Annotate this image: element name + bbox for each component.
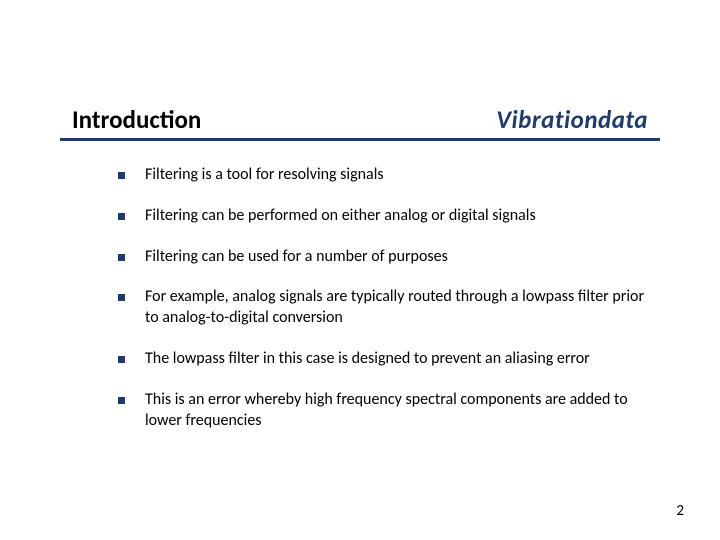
- square-bullet-icon: [118, 294, 125, 301]
- bullet-text: This is an error whereby high frequency …: [145, 390, 648, 432]
- bullet-list: Filtering is a tool for resolving signal…: [118, 165, 648, 451]
- page-number: 2: [676, 502, 684, 520]
- square-bullet-icon: [118, 397, 125, 404]
- square-bullet-icon: [118, 254, 125, 261]
- square-bullet-icon: [118, 213, 125, 220]
- square-bullet-icon: [118, 356, 125, 363]
- bullet-text: Filtering can be used for a number of pu…: [145, 247, 448, 268]
- list-item: Filtering can be performed on either ana…: [118, 206, 648, 227]
- list-item: Filtering can be used for a number of pu…: [118, 247, 648, 268]
- bullet-text: The lowpass filter in this case is desig…: [145, 349, 590, 370]
- brand-label: Vibrationdata: [496, 104, 648, 135]
- slide-title: Introduction: [72, 104, 201, 135]
- bullet-text: For example, analog signals are typicall…: [145, 287, 648, 329]
- header-rule: [60, 138, 660, 141]
- header-row: Introduction Vibrationdata: [72, 104, 648, 135]
- square-bullet-icon: [118, 172, 125, 179]
- slide-container: Introduction Vibrationdata Filtering is …: [0, 0, 720, 540]
- list-item: For example, analog signals are typicall…: [118, 287, 648, 329]
- bullet-text: Filtering is a tool for resolving signal…: [145, 165, 384, 186]
- list-item: This is an error whereby high frequency …: [118, 390, 648, 432]
- list-item: Filtering is a tool for resolving signal…: [118, 165, 648, 186]
- list-item: The lowpass filter in this case is desig…: [118, 349, 648, 370]
- bullet-text: Filtering can be performed on either ana…: [145, 206, 536, 227]
